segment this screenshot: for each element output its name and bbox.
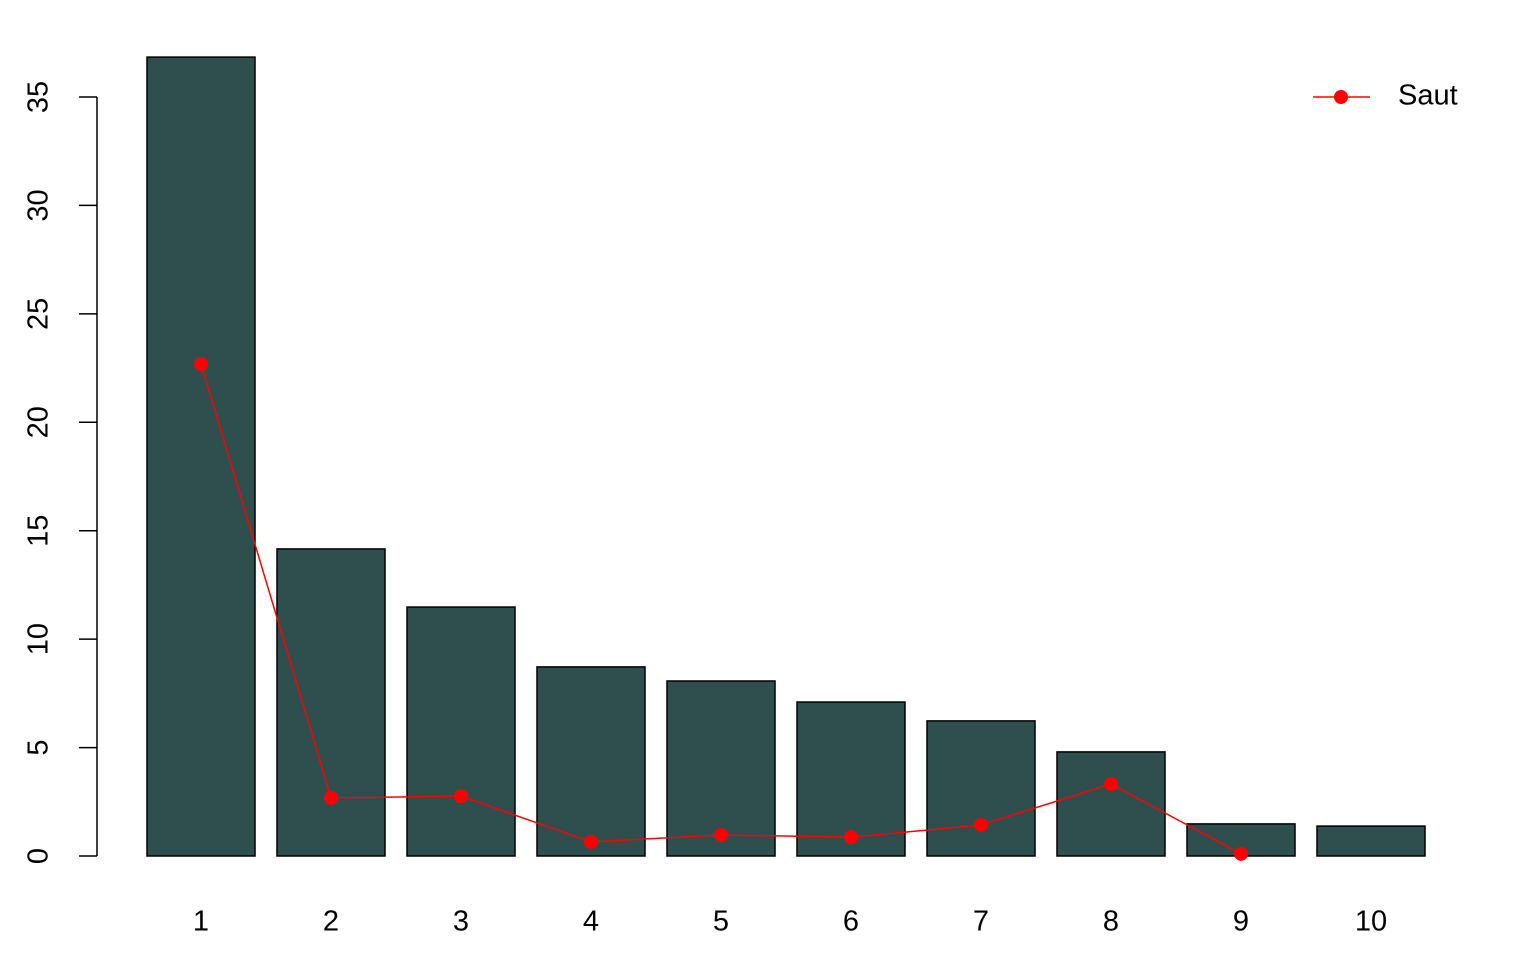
x-tick-label: 3 xyxy=(453,906,469,938)
bar xyxy=(276,548,386,857)
y-tick-label: 0 xyxy=(23,848,55,864)
bar xyxy=(666,680,776,857)
x-tick-label: 1 xyxy=(193,906,209,938)
x-tick-label: 5 xyxy=(713,906,729,938)
y-tick-label: 15 xyxy=(23,515,55,547)
point xyxy=(194,357,208,372)
y-tick-label: 25 xyxy=(23,298,55,330)
y-tick-label: 20 xyxy=(23,406,55,438)
bar xyxy=(1316,825,1426,857)
point xyxy=(324,790,338,805)
x-tick-label: 2 xyxy=(323,906,339,938)
point xyxy=(584,834,598,849)
y-tick-label: 5 xyxy=(23,740,55,756)
y-tick-label: 35 xyxy=(23,81,55,113)
legend-label: Saut xyxy=(1398,80,1458,112)
point xyxy=(454,789,468,804)
point xyxy=(1234,846,1248,861)
x-tick-label: 6 xyxy=(843,906,859,938)
bar xyxy=(926,720,1036,857)
legend-marker xyxy=(1334,90,1348,104)
point xyxy=(1104,777,1118,792)
x-tick-label: 7 xyxy=(973,906,989,938)
bar xyxy=(536,666,646,857)
x-tick-label: 8 xyxy=(1103,906,1119,938)
point xyxy=(844,830,858,845)
x-tick-label: 9 xyxy=(1233,906,1249,938)
point xyxy=(974,817,988,832)
x-tick-label: 4 xyxy=(583,906,599,938)
bar xyxy=(406,606,516,857)
y-tick-label: 10 xyxy=(23,623,55,655)
bar xyxy=(146,56,256,857)
x-tick-label: 10 xyxy=(1355,906,1387,938)
point xyxy=(714,827,728,842)
y-tick-label: 30 xyxy=(23,189,55,221)
